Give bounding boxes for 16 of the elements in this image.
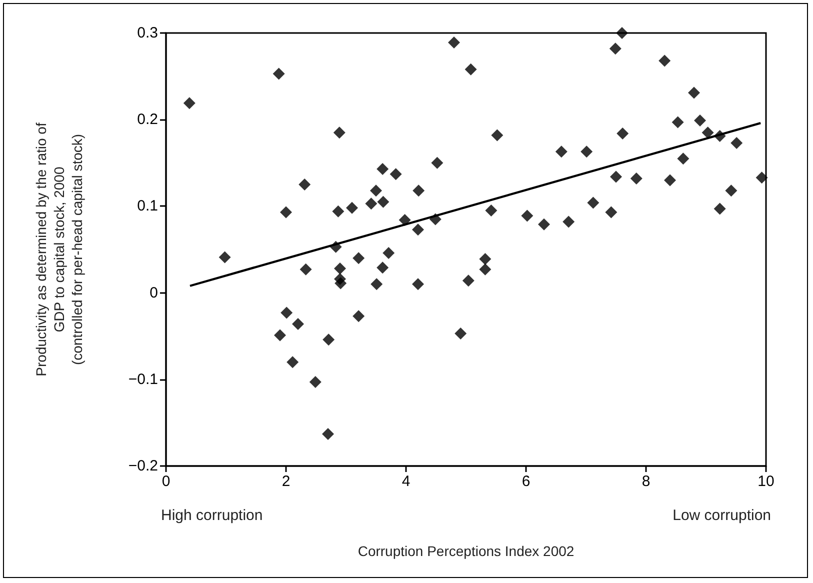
- x-tick-label: 6: [522, 473, 530, 490]
- y-axis-title: Productivity as determined by the ratio of GDP to capital stock, 2000 (controlled for per-head capital stock): [33, 122, 85, 376]
- y-tick-label: 0: [150, 284, 158, 302]
- x-axis-title: Corruption Perceptions Index 2002: [358, 543, 574, 559]
- x-tick-label: 4: [402, 473, 410, 490]
- x-tick-label: 10: [758, 473, 774, 490]
- x-tick-label: 0: [162, 473, 170, 490]
- x-tick-label: 8: [642, 473, 650, 490]
- text: High corruption: [161, 507, 263, 524]
- y-tick-label: −0.2: [128, 458, 158, 474]
- y-tick-label: 0.3: [137, 24, 158, 42]
- y-tick-label: 0.1: [137, 198, 158, 215]
- x-tick-label: 2: [282, 473, 290, 490]
- y-tick-label: −0.1: [128, 370, 158, 388]
- text: Low corruption: [672, 507, 772, 524]
- y-tick-label: 0.2: [137, 111, 158, 128]
